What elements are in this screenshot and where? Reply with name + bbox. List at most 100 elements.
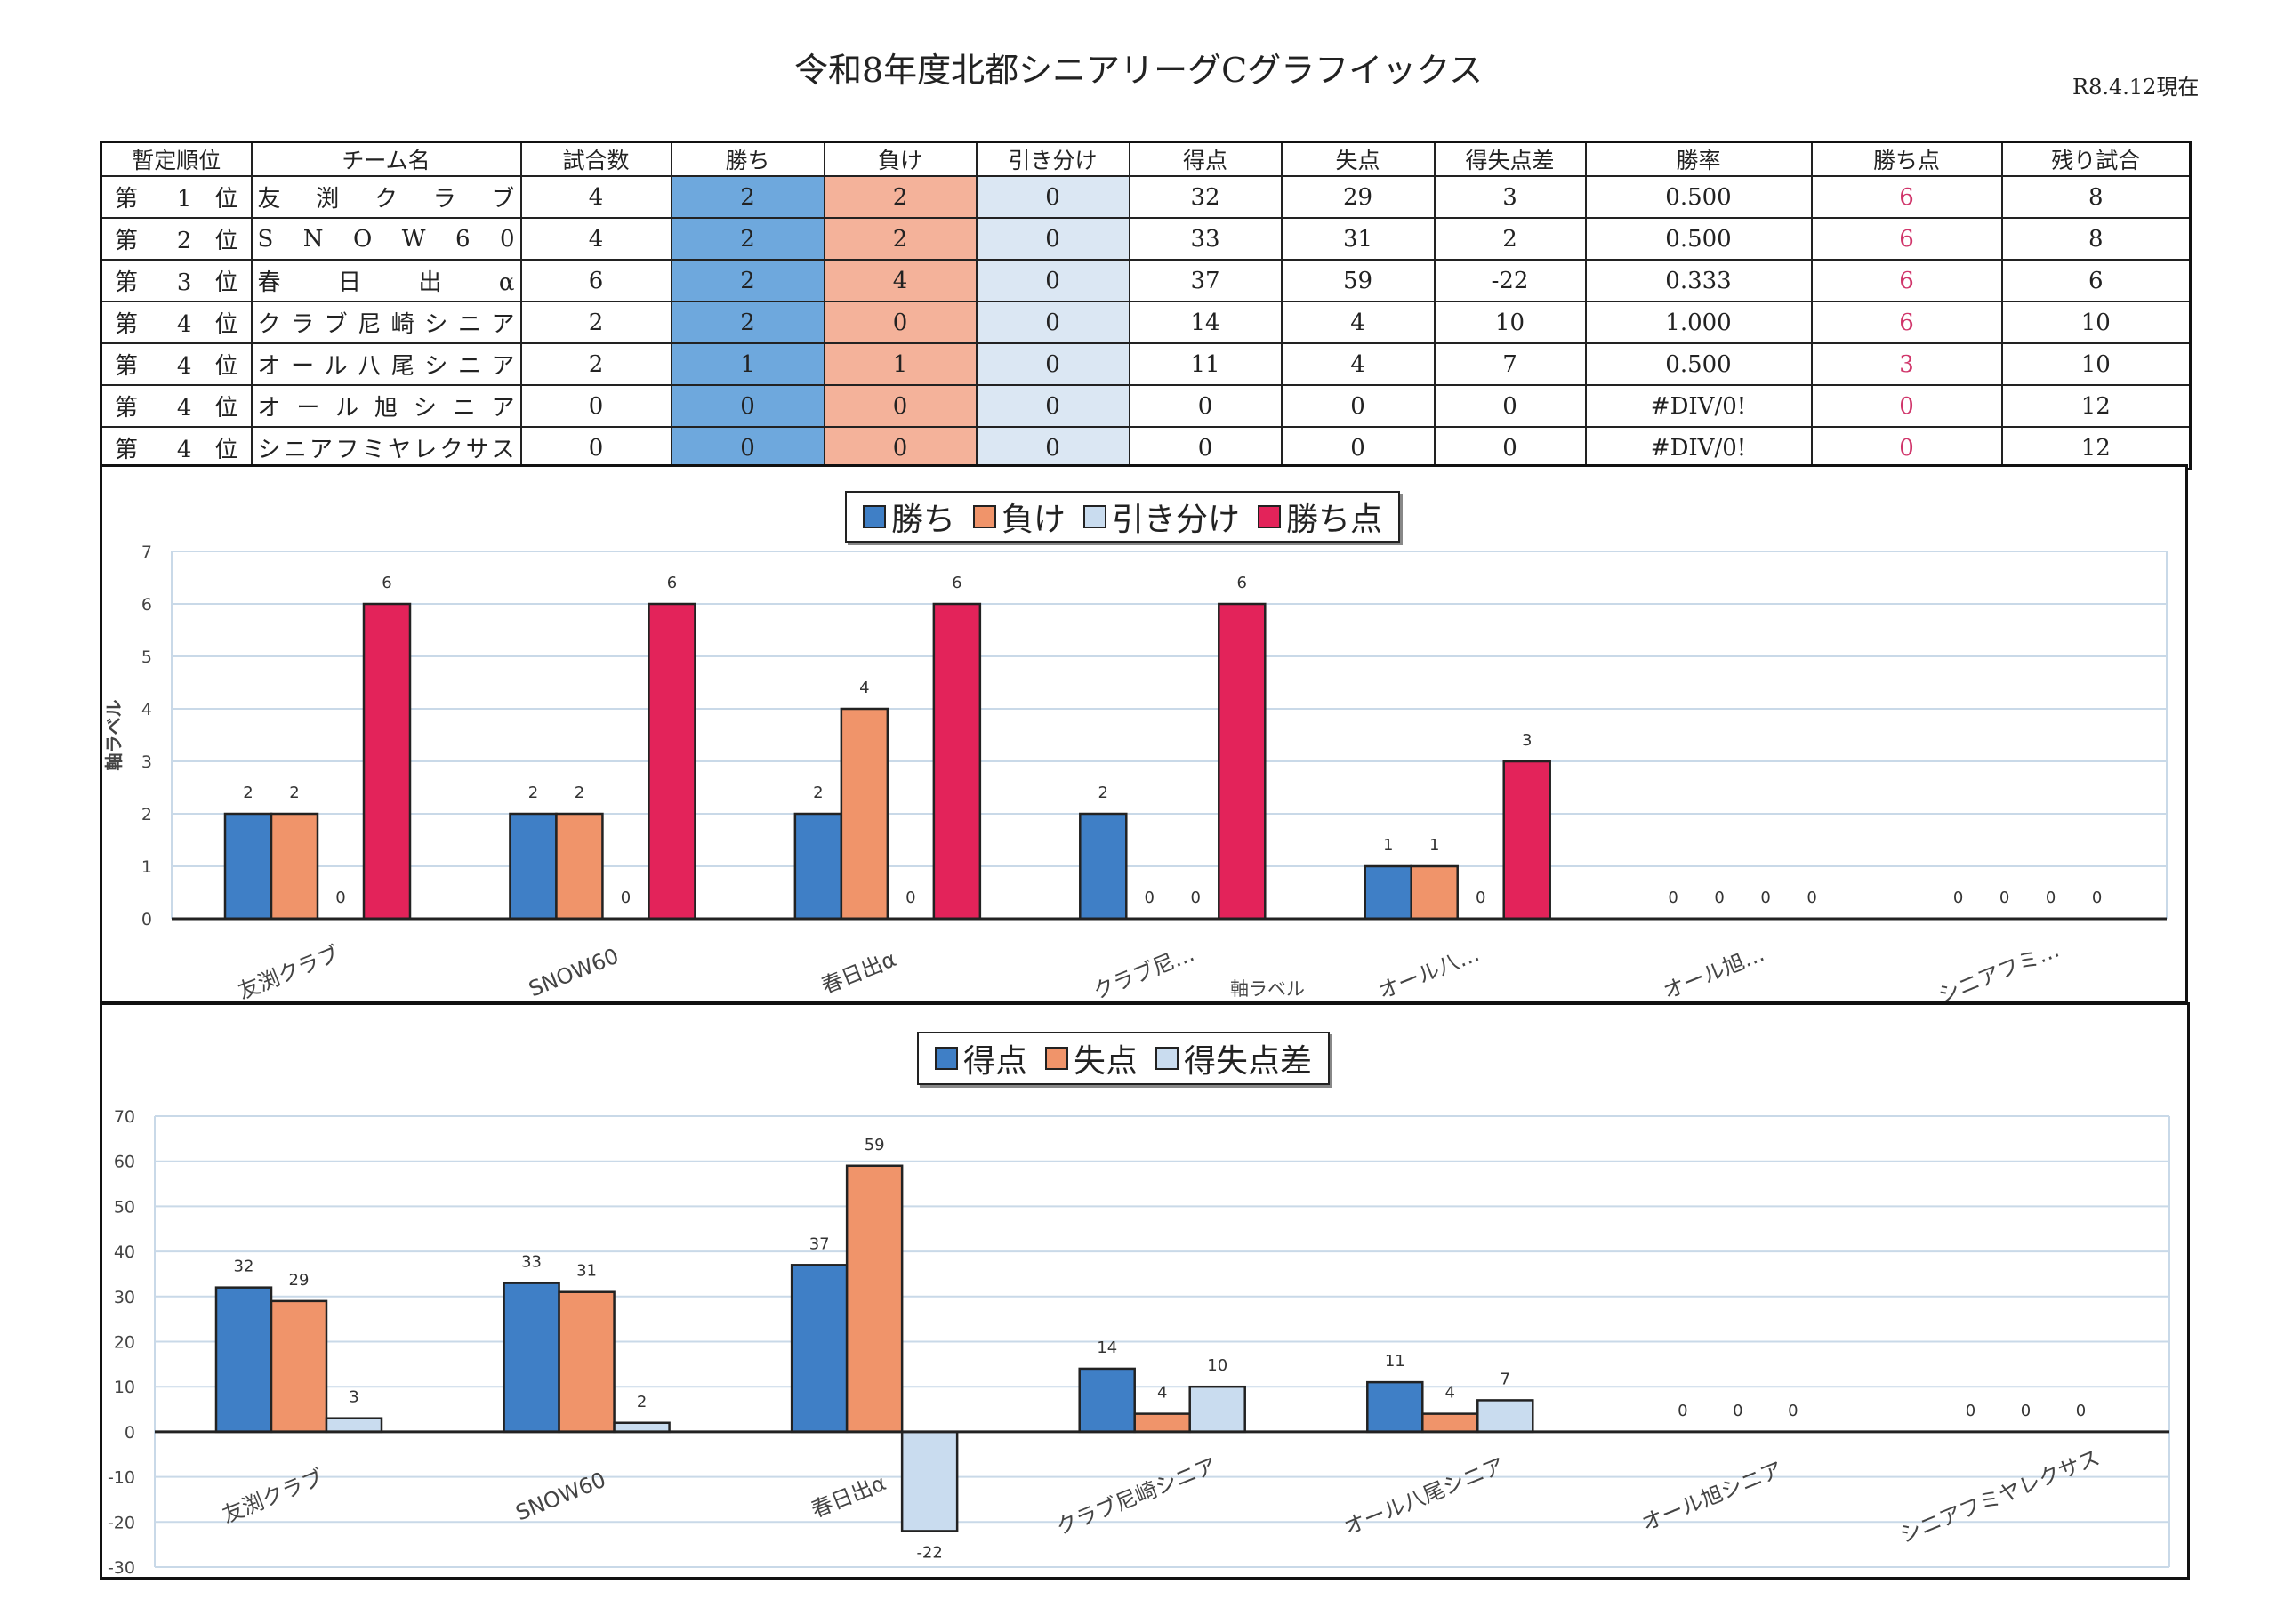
y-tick-label: 2 xyxy=(141,805,152,824)
table-cell: 0 xyxy=(823,426,978,470)
table-cell: 6 xyxy=(2000,259,2192,302)
legend-item: 勝ち xyxy=(863,494,955,540)
table-cell: 32 xyxy=(1128,175,1283,219)
y-tick-label: 5 xyxy=(141,647,152,667)
data-label: 4 xyxy=(1157,1384,1167,1403)
column-header: 失点 xyxy=(1280,141,1436,177)
table-cell: 2 xyxy=(670,175,825,219)
bar xyxy=(503,1282,560,1434)
y-tick-label: -30 xyxy=(108,1558,135,1577)
table-cell: 0 xyxy=(975,301,1130,344)
column-header: 得点 xyxy=(1128,141,1283,177)
bar xyxy=(1502,760,1551,921)
y-tick-label: -20 xyxy=(108,1513,135,1532)
table-cell: 0.500 xyxy=(1584,217,1813,261)
x-category-label: シニアフミヤレクサス xyxy=(1896,1445,2104,1548)
data-label: 2 xyxy=(575,784,584,802)
data-label: 0 xyxy=(621,888,631,907)
table-cell: 6 xyxy=(1810,175,2003,219)
table-cell: 0 xyxy=(975,342,1130,386)
table-cell: 33 xyxy=(1128,217,1283,261)
data-label: 0 xyxy=(1966,1402,1975,1420)
table-cell: 12 xyxy=(2000,426,2192,470)
data-label: 3 xyxy=(1522,731,1532,750)
table-cell: 4 xyxy=(519,217,672,261)
x-category-label: 友渕クラブ xyxy=(219,1465,327,1528)
data-label: 6 xyxy=(1237,574,1247,592)
data-label: 29 xyxy=(289,1271,310,1290)
table-cell: 友 渕 ク ラ ブ xyxy=(250,175,522,219)
y-tick-label: 60 xyxy=(114,1153,135,1172)
table-cell: シニアフミヤレクサス xyxy=(250,426,522,470)
table-cell: 0.500 xyxy=(1584,175,1813,219)
column-header: 得失点差 xyxy=(1433,141,1587,177)
y-tick-label: 10 xyxy=(114,1378,135,1397)
data-label: 2 xyxy=(1098,784,1108,802)
data-label: 32 xyxy=(234,1258,254,1276)
table-cell: 0 xyxy=(1280,426,1436,470)
table-cell: 10 xyxy=(1433,301,1587,344)
table-row: 第 4 位クラブ尼崎シニア 2 2 0 0 14 4 10 1.000 6 10 xyxy=(100,301,2192,344)
table-cell: 59 xyxy=(1280,259,1436,302)
y-tick-label: 0 xyxy=(141,910,152,929)
data-label: 0 xyxy=(2092,888,2102,907)
bar xyxy=(1421,1412,1479,1434)
data-label: 59 xyxy=(865,1136,885,1154)
legend-swatch xyxy=(973,505,997,528)
x-axis-title: 軸ラベル xyxy=(1230,978,1305,1000)
table-cell: 第 4 位 xyxy=(100,301,253,344)
table-cell: 37 xyxy=(1128,259,1283,302)
legend-item: 得失点差 xyxy=(1155,1035,1312,1081)
table-cell: 29 xyxy=(1280,175,1436,219)
data-label: 6 xyxy=(667,574,677,592)
data-label: 10 xyxy=(1207,1356,1227,1375)
table-cell: 0 xyxy=(1128,384,1283,428)
table-cell: 第 2 位 xyxy=(100,217,253,261)
table-cell: 12 xyxy=(2000,384,2192,428)
table-cell: 0 xyxy=(975,217,1130,261)
data-label: 2 xyxy=(528,784,538,802)
bar xyxy=(509,812,558,921)
table-cell: 14 xyxy=(1128,301,1283,344)
wins-losses-chart: 勝ち 負け 引き分け 勝ち点 0 1 2 3 4 5 6 7 2 2 0 6 友渕クラブ 2 2 0 6 SNOW60 2… xyxy=(100,464,2188,1009)
column-header: 引き分け xyxy=(975,141,1130,177)
table-cell: 0 xyxy=(1433,384,1587,428)
bar xyxy=(1366,1380,1424,1434)
table-cell: 第 3 位 xyxy=(100,259,253,302)
table-cell: 1.000 xyxy=(1584,301,1813,344)
data-label: 0 xyxy=(2021,1402,2031,1420)
table-cell: 第 4 位 xyxy=(100,342,253,386)
data-label: 0 xyxy=(1788,1402,1798,1420)
bar xyxy=(362,602,412,921)
bar xyxy=(223,812,273,921)
bar xyxy=(1364,864,1412,921)
data-label: 11 xyxy=(1385,1352,1405,1371)
x-category-label: オール八尾シニア xyxy=(1340,1453,1509,1540)
bar xyxy=(1476,1399,1534,1434)
data-label: 31 xyxy=(576,1262,597,1281)
table-cell: 1 xyxy=(823,342,978,386)
table-cell: 11 xyxy=(1128,342,1283,386)
bar xyxy=(214,1286,273,1434)
column-header: 勝ち xyxy=(670,141,825,177)
legend-swatch xyxy=(1155,1047,1179,1070)
column-header: 残り試合 xyxy=(2000,141,2192,177)
column-header: 暫定順位 xyxy=(100,141,253,177)
table-cell: 2 xyxy=(1433,217,1587,261)
table-cell: 6 xyxy=(1810,301,2003,344)
table-cell: 0 xyxy=(519,384,672,428)
data-label: 0 xyxy=(2046,888,2056,907)
data-label: 0 xyxy=(1145,888,1155,907)
data-label: 4 xyxy=(1445,1384,1455,1403)
x-category-label: SNOW60 xyxy=(525,944,622,1001)
table-row: 第 3 位春 日 出 α 6 2 4 0 37 59 -22 0.333 6 6 xyxy=(100,259,2192,302)
legend-label: 引き分け xyxy=(1112,502,1241,538)
table-cell: 8 xyxy=(2000,217,2192,261)
table-cell: 0 xyxy=(1280,384,1436,428)
data-label: 0 xyxy=(1760,888,1770,907)
data-label: -22 xyxy=(916,1543,942,1562)
table-cell: 1 xyxy=(670,342,825,386)
table-cell: 0 xyxy=(1810,426,2003,470)
table-cell: -22 xyxy=(1433,259,1587,302)
